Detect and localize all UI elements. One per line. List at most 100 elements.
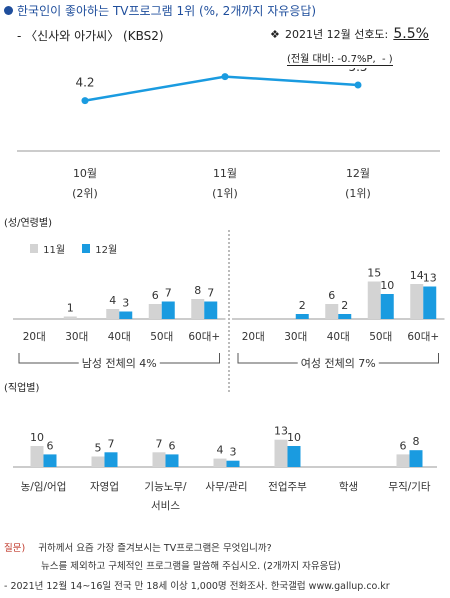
bar-nov bbox=[30, 446, 44, 467]
age-category-label: 50대 bbox=[150, 331, 173, 343]
age-category-label: 30대 bbox=[65, 331, 88, 343]
bar-value-dec: 2 bbox=[341, 299, 348, 312]
bar-value-nov: 10 bbox=[30, 431, 44, 444]
trend-rank-label: (2위) bbox=[72, 187, 98, 200]
preference-line: ❖ 2021년 12월 선호도: 5.5% bbox=[270, 23, 429, 42]
trend-value-label: 4.2 bbox=[75, 76, 94, 90]
bar-dec bbox=[423, 286, 437, 319]
legend-swatch-nov bbox=[30, 244, 38, 253]
section-gender-age-label: (성/연령별) bbox=[4, 218, 52, 229]
bar-value-nov: 4 bbox=[217, 444, 224, 457]
trend-line bbox=[84, 75, 359, 102]
trend-month-label: 10월 bbox=[73, 167, 97, 180]
question-label: 질문) bbox=[4, 543, 26, 554]
diamond-icon: ❖ bbox=[270, 28, 280, 41]
trend-rank-label: (1위) bbox=[212, 187, 238, 200]
bar-value-nov: 1 bbox=[67, 302, 74, 315]
trend-point bbox=[81, 97, 89, 105]
age-category-label: 50대 bbox=[369, 331, 392, 343]
bar-value-dec: 7 bbox=[207, 287, 214, 300]
bar-nov bbox=[325, 304, 339, 319]
occupation-category-label: 전업주부 bbox=[268, 480, 307, 493]
bar-nov bbox=[274, 439, 288, 467]
title-main: 한국인이 좋아하는 TV프로그램 1위 bbox=[17, 4, 196, 18]
bar-value-nov: 4 bbox=[109, 294, 116, 307]
group-label-bg bbox=[297, 357, 379, 370]
source-note: - 2021년 12월 14~16일 전국 만 18세 이상 1,000명 전화… bbox=[4, 581, 390, 592]
title-bullet-icon bbox=[4, 6, 13, 15]
bar-value-dec: 7 bbox=[108, 437, 115, 450]
group-label-bg bbox=[78, 357, 160, 370]
age-category-label: 20대 bbox=[242, 331, 265, 343]
legend-label-dec: 12월 bbox=[95, 245, 118, 256]
bar-nov bbox=[191, 299, 205, 319]
bar-dec bbox=[295, 314, 309, 319]
group-total-label: 여성 전체의 7% bbox=[301, 357, 376, 370]
page-title: 한국인이 좋아하는 TV프로그램 1위 (%, 2개까지 자유응답) bbox=[17, 2, 316, 19]
legend-swatch-dec bbox=[82, 244, 91, 253]
bar-value-nov: 14 bbox=[410, 269, 424, 282]
trend-month-label: 12월 bbox=[346, 167, 370, 180]
bar-dec bbox=[104, 452, 118, 467]
preference-label: 2021년 12월 선호도: bbox=[284, 28, 389, 41]
bar-dec bbox=[380, 294, 394, 319]
trend-rank-label: (1위) bbox=[345, 187, 371, 200]
bar-dec bbox=[161, 301, 175, 319]
occupation-category-label: 기능노무/ bbox=[144, 481, 187, 493]
bar-value-nov: 7 bbox=[156, 437, 163, 450]
age-category-label: 30대 bbox=[284, 331, 307, 343]
bar-value-dec: 2 bbox=[299, 299, 306, 312]
trend-point bbox=[221, 73, 229, 81]
bar-value-dec: 10 bbox=[287, 431, 301, 444]
preference-value: 5.5% bbox=[393, 26, 429, 42]
monthly-change: (전월 대비: -0.7%P, - ) bbox=[287, 50, 393, 66]
bar-nov bbox=[148, 304, 162, 319]
bar-value-nov: 5 bbox=[95, 442, 102, 455]
program-subtitle: - 〈신사와 아가씨〉 (KBS2) bbox=[17, 29, 164, 43]
bar-value-dec: 10 bbox=[380, 279, 394, 292]
bar-nov bbox=[410, 284, 424, 319]
bar-nov bbox=[106, 309, 120, 319]
question-block: 질문) 귀하께서 요즘 가장 즐겨보시는 TV프로그램은 무엇입니까? bbox=[4, 540, 272, 554]
age-category-label: 40대 bbox=[108, 331, 131, 343]
trend-point bbox=[354, 81, 362, 89]
bar-value-dec: 7 bbox=[165, 287, 172, 300]
occupation-category-label: 농/임/어업 bbox=[21, 480, 67, 493]
age-category-label: 40대 bbox=[327, 331, 350, 343]
bar-dec bbox=[43, 454, 57, 467]
bar-value-nov: 6 bbox=[328, 289, 335, 302]
bar-dec bbox=[338, 314, 352, 319]
bar-dec bbox=[287, 446, 301, 467]
bar-dec bbox=[409, 450, 423, 467]
bar-value-dec: 6 bbox=[169, 439, 176, 452]
age-category-label: 20대 bbox=[23, 331, 46, 343]
bar-value-nov: 6 bbox=[152, 289, 159, 302]
bar-dec bbox=[165, 454, 179, 467]
bar-dec bbox=[119, 311, 133, 319]
occupation-category-label: 사무/관리 bbox=[205, 481, 247, 493]
bar-nov bbox=[63, 316, 77, 319]
bar-nov bbox=[91, 456, 105, 467]
bar-value-dec: 3 bbox=[230, 446, 237, 459]
bar-value-dec: 3 bbox=[122, 297, 129, 310]
trend-month-label: 11월 bbox=[213, 167, 237, 180]
bar-nov bbox=[213, 458, 227, 467]
occupation-category-label: 무직/기타 bbox=[388, 481, 431, 493]
occupation-category-label: 서비스 bbox=[151, 500, 180, 512]
age-category-label: 60대+ bbox=[188, 331, 220, 343]
bar-value-nov: 6 bbox=[400, 439, 407, 452]
question-line-2: 뉴스를 제외하고 구체적인 프로그램을 말씀해 주십시오. (2개까지 자유응답… bbox=[41, 561, 341, 572]
group-total-label: 남성 전체의 4% bbox=[82, 357, 157, 370]
legend-label-nov: 11월 bbox=[43, 245, 66, 256]
question-line-1: 귀하께서 요즘 가장 즐겨보시는 TV프로그램은 무엇입니까? bbox=[38, 543, 272, 554]
title-note: (%, 2개까지 자유응답) bbox=[198, 4, 317, 18]
legend: 11월 12월 bbox=[30, 238, 117, 257]
occupation-category-label: 자영업 bbox=[90, 480, 119, 493]
bar-value-dec: 8 bbox=[413, 435, 420, 448]
bar-value-dec: 6 bbox=[47, 439, 54, 452]
bar-nov bbox=[367, 281, 381, 319]
occupation-category-label: 학생 bbox=[339, 481, 358, 493]
